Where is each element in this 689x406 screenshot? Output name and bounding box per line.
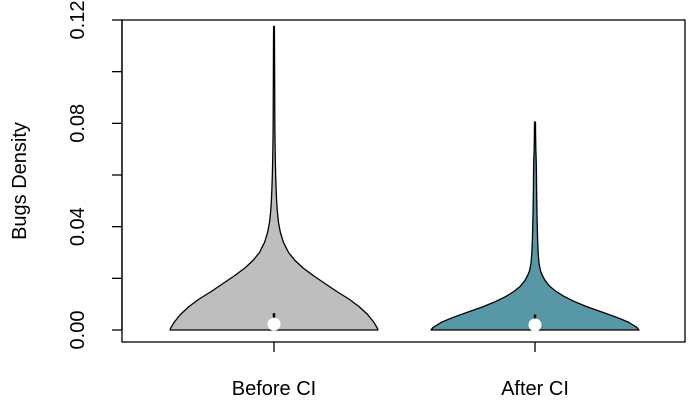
y-axis: 0.00 0.04 0.08 0.12 bbox=[67, 1, 123, 350]
median-point bbox=[267, 317, 281, 331]
x-tick-label: After CI bbox=[501, 378, 569, 400]
y-tick-label: 0.00 bbox=[67, 311, 89, 350]
y-tick-label: 0.04 bbox=[67, 207, 89, 246]
violin-after-ci bbox=[430, 121, 640, 331]
violin-before-ci bbox=[169, 25, 379, 331]
x-axis: Before CI After CI bbox=[232, 342, 569, 400]
x-tick-label: Before CI bbox=[232, 378, 316, 400]
y-axis-title: Bugs Density bbox=[9, 122, 31, 240]
y-tick-label: 0.12 bbox=[67, 1, 89, 40]
y-tick-label: 0.08 bbox=[67, 104, 89, 143]
median-point bbox=[528, 318, 542, 332]
violins bbox=[169, 25, 640, 332]
